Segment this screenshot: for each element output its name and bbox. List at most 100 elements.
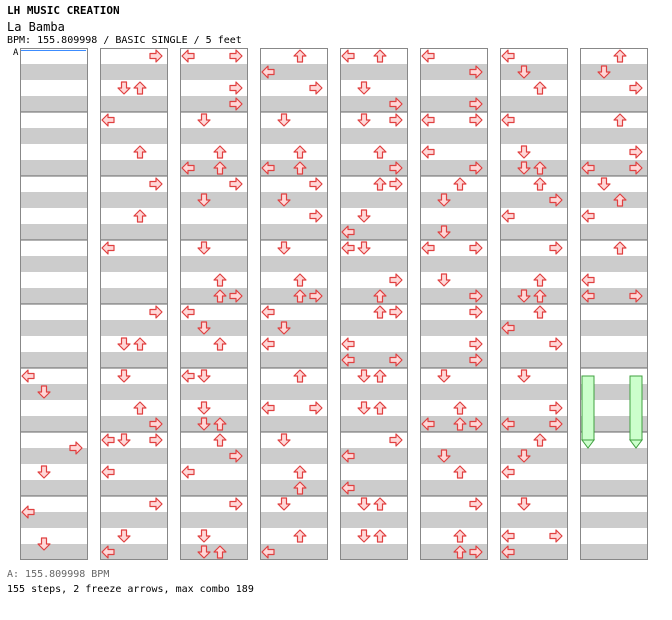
arrow-down-icon [597, 177, 611, 191]
arrow-up-icon [373, 529, 387, 543]
arrow-left-icon [501, 321, 515, 335]
arrow-down-icon [277, 193, 291, 207]
arrow-left-icon [581, 273, 595, 287]
arrow-left-icon [101, 241, 115, 255]
arrow-down-icon [437, 225, 451, 239]
row-band [500, 64, 568, 80]
row-band [580, 512, 648, 528]
row-band [100, 544, 168, 560]
row-band [500, 128, 568, 144]
arrow-left-icon [181, 49, 195, 63]
row-band [260, 96, 328, 112]
chart-column-border [500, 48, 568, 560]
row-band [20, 416, 88, 432]
row-band [420, 64, 488, 80]
arrow-up-icon [293, 289, 307, 303]
arrow-up-icon [533, 161, 547, 175]
arrow-right-icon [629, 145, 643, 159]
arrow-down-icon [197, 241, 211, 255]
arrow-left-icon [261, 337, 275, 351]
row-band [580, 128, 648, 144]
arrow-left-icon [341, 337, 355, 351]
arrow-right-icon [469, 161, 483, 175]
arrow-down-icon [517, 449, 531, 463]
row-band [20, 256, 88, 272]
row-band [100, 128, 168, 144]
bpm-marker: A [13, 48, 19, 58]
row-band [20, 128, 88, 144]
row-band [260, 128, 328, 144]
arrow-left-icon [341, 241, 355, 255]
arrow-up-icon [133, 145, 147, 159]
row-band [20, 544, 88, 560]
row-band [500, 256, 568, 272]
row-band [420, 352, 488, 368]
arrow-right-icon [549, 529, 563, 543]
row-band [420, 224, 488, 240]
arrow-up-icon [293, 145, 307, 159]
arrow-right-icon [389, 113, 403, 127]
bpm-marker-line [20, 50, 86, 51]
arrow-down-icon [277, 113, 291, 127]
arrow-down-icon [517, 289, 531, 303]
arrow-right-icon [229, 289, 243, 303]
arrow-left-icon [21, 505, 35, 519]
arrow-down-icon [357, 529, 371, 543]
row-band [420, 320, 488, 336]
row-band [500, 416, 568, 432]
arrow-up-icon [533, 433, 547, 447]
arrow-up-icon [213, 289, 227, 303]
arrow-down-icon [197, 401, 211, 415]
arrow-down-icon [117, 369, 131, 383]
row-band [420, 256, 488, 272]
creator-label: LH MUSIC CREATION [7, 4, 120, 17]
row-band [20, 480, 88, 496]
arrow-left-icon [21, 369, 35, 383]
row-band [260, 448, 328, 464]
row-band [20, 512, 88, 528]
row-band [180, 256, 248, 272]
arrow-down-icon [197, 417, 211, 431]
arrow-right-icon [149, 49, 163, 63]
arrow-right-icon [309, 401, 323, 415]
row-band [100, 96, 168, 112]
row-band [580, 160, 648, 176]
row-band [500, 96, 568, 112]
arrow-down-icon [37, 465, 51, 479]
arrow-up-icon [213, 273, 227, 287]
row-band [500, 544, 568, 560]
arrow-right-icon [389, 433, 403, 447]
row-band [260, 192, 328, 208]
row-band [420, 384, 488, 400]
freeze-arrow-tail [581, 439, 595, 449]
arrow-up-icon [373, 305, 387, 319]
freeze-arrow-body [629, 375, 643, 441]
arrow-down-icon [357, 401, 371, 415]
row-band [340, 448, 408, 464]
row-band [340, 512, 408, 528]
row-band [420, 160, 488, 176]
arrow-up-icon [213, 545, 227, 559]
arrow-up-icon [453, 401, 467, 415]
arrow-up-icon [533, 177, 547, 191]
arrow-right-icon [469, 97, 483, 111]
row-band [420, 480, 488, 496]
row-band [340, 64, 408, 80]
row-band [580, 96, 648, 112]
bpm-summary: A: 155.809998 BPM [7, 569, 110, 580]
arrow-down-icon [197, 113, 211, 127]
arrow-up-icon [133, 337, 147, 351]
row-band [20, 224, 88, 240]
row-band [100, 224, 168, 240]
arrow-down-icon [197, 529, 211, 543]
row-band [100, 512, 168, 528]
arrow-down-icon [197, 369, 211, 383]
arrow-up-icon [213, 417, 227, 431]
row-band [100, 64, 168, 80]
row-band [340, 544, 408, 560]
arrow-down-icon [37, 537, 51, 551]
arrow-down-icon [437, 273, 451, 287]
chart-column-border [580, 48, 648, 560]
row-band [20, 352, 88, 368]
arrow-right-icon [309, 289, 323, 303]
